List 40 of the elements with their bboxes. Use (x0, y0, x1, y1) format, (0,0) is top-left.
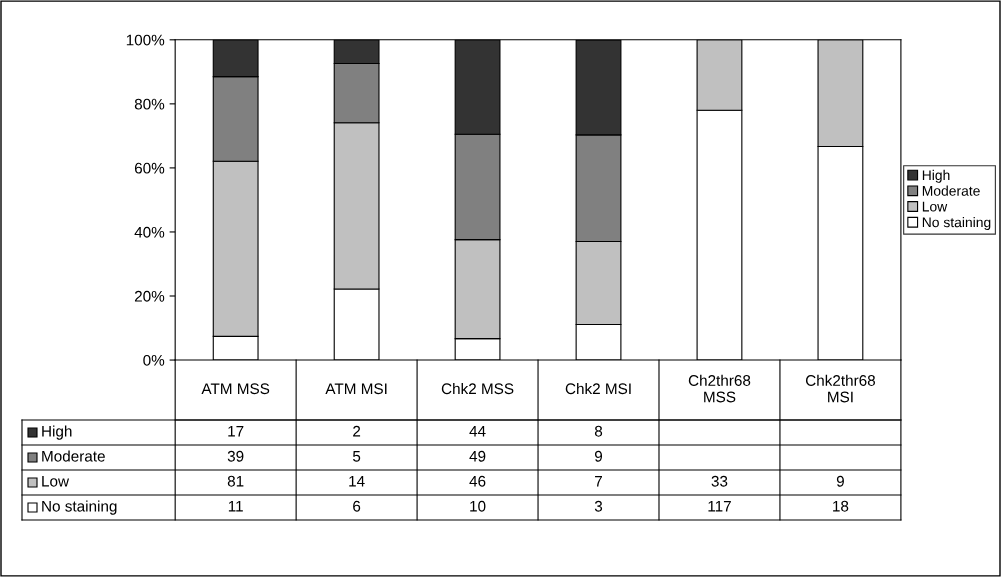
legend-label: Moderate (42, 450, 105, 462)
category-label: Chk2 MSI (565, 382, 631, 395)
legend-label: Moderate (922, 185, 980, 196)
y-tick-label: 60% (134, 162, 165, 174)
data-label: 9 (836, 475, 844, 487)
data-label: 46 (469, 475, 486, 487)
data-label: 18 (833, 500, 849, 512)
legend-label: Low (42, 475, 70, 487)
data-label: 14 (349, 475, 365, 487)
data-label: 3 (594, 500, 603, 512)
y-tick-label: 20% (134, 290, 165, 302)
data-label: 10 (470, 500, 486, 512)
legend-label: No staining (922, 217, 991, 230)
data-label: 6 (353, 500, 361, 512)
data-label: 39 (227, 450, 244, 462)
data-label: 33 (711, 475, 728, 487)
data-label: 8 (594, 425, 603, 437)
category-label: Chk2 MSS (441, 382, 514, 395)
data-label: 17 (228, 425, 244, 437)
y-tick-label: 100% (126, 34, 165, 46)
legend-label: No staining (42, 500, 117, 515)
category-label: ATM MSS (201, 383, 270, 395)
data-label: 81 (227, 475, 244, 487)
data-label: 117 (708, 500, 731, 512)
legend-label: Low (922, 201, 948, 212)
y-tick-label: 40% (134, 226, 165, 238)
legend-label: High (42, 425, 72, 440)
data-label: 49 (469, 450, 486, 462)
category-label: ATM MSI (325, 383, 387, 395)
y-tick-label: 0% (143, 354, 165, 366)
data-label: 11 (228, 500, 243, 512)
data-label: 2 (353, 425, 361, 437)
category-label: Ch2thr68 MSS (688, 374, 751, 403)
data-label: 7 (595, 475, 602, 487)
category-label: Chk2thr68 MSI (805, 374, 876, 403)
data-label: 5 (352, 450, 361, 462)
data-label: 9 (594, 450, 603, 462)
y-tick-label: 80% (134, 98, 165, 110)
data-label: 44 (469, 425, 486, 437)
legend-label: High (922, 169, 950, 183)
